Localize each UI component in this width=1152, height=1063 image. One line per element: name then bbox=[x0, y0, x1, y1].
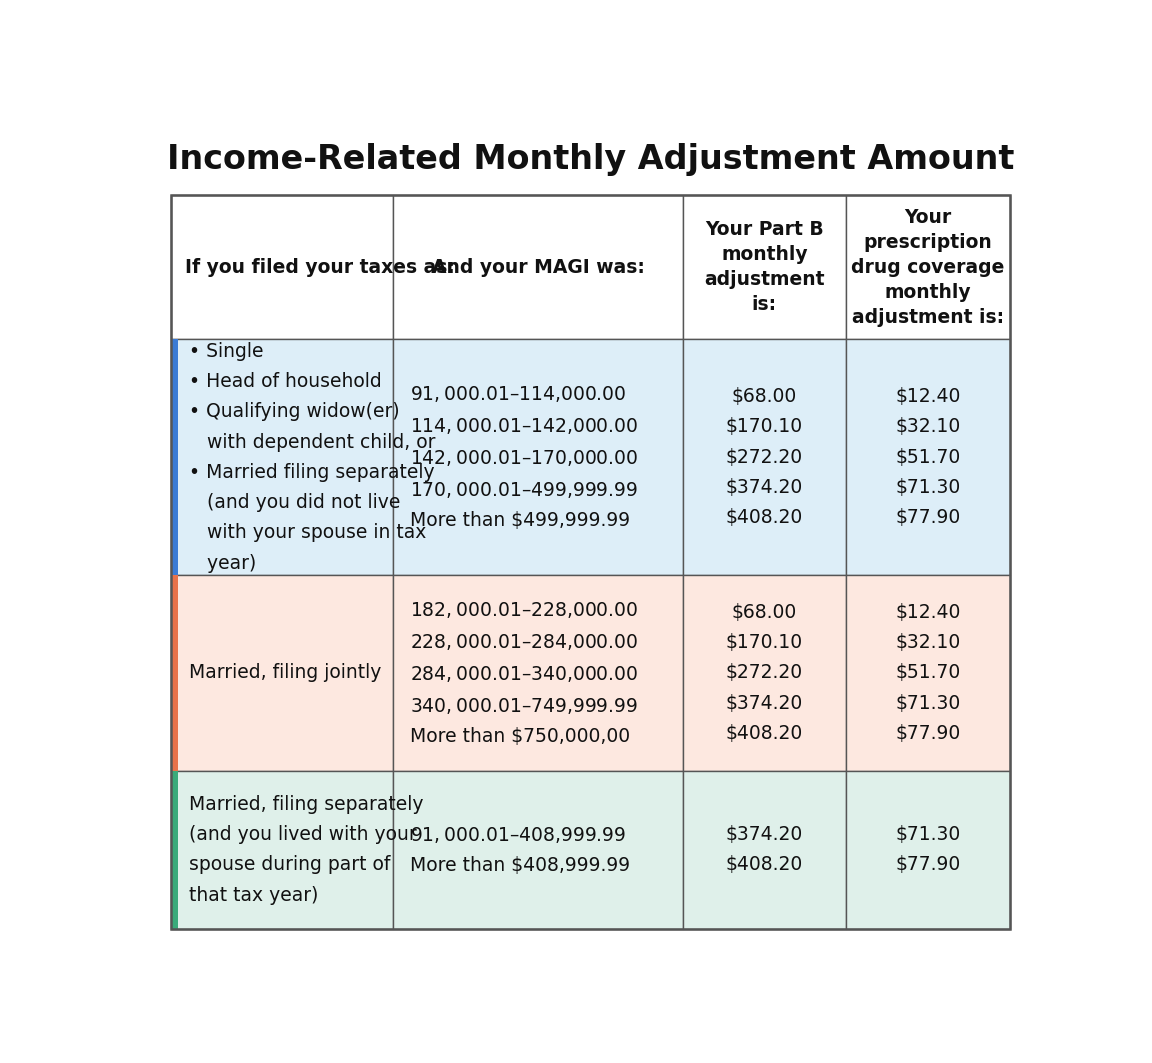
Bar bbox=[847, 196, 1009, 339]
Text: Married, filing jointly: Married, filing jointly bbox=[189, 663, 381, 682]
Bar bbox=[393, 575, 683, 771]
Bar bbox=[847, 771, 1009, 929]
Bar bbox=[847, 339, 1009, 575]
Text: $374.20
$408.20: $374.20 $408.20 bbox=[726, 825, 803, 875]
Bar bbox=[172, 771, 393, 929]
Text: Income-Related Monthly Adjustment Amount: Income-Related Monthly Adjustment Amount bbox=[167, 144, 1014, 176]
Bar bbox=[393, 339, 683, 575]
Bar bbox=[393, 771, 683, 929]
Text: $68.00
$170.10
$272.20
$374.20
$408.20: $68.00 $170.10 $272.20 $374.20 $408.20 bbox=[726, 387, 803, 527]
Bar bbox=[172, 339, 177, 575]
Bar bbox=[393, 196, 683, 339]
Text: If you filed your taxes as:: If you filed your taxes as: bbox=[185, 257, 455, 276]
Bar bbox=[683, 196, 847, 339]
Text: And your MAGI was:: And your MAGI was: bbox=[432, 257, 644, 276]
Text: Your
prescription
drug coverage
monthly
adjustment is:: Your prescription drug coverage monthly … bbox=[851, 207, 1005, 326]
Text: Your Part B
monthly
adjustment
is:: Your Part B monthly adjustment is: bbox=[704, 220, 825, 315]
Bar bbox=[683, 575, 847, 771]
Bar bbox=[172, 575, 177, 771]
Bar bbox=[683, 339, 847, 575]
Text: $91,000.01 – $408,999.99
More than $408,999.99: $91,000.01 – $408,999.99 More than $408,… bbox=[410, 825, 630, 875]
Text: • Single
• Head of household
• Qualifying widow(er)
   with dependent child, or
: • Single • Head of household • Qualifyin… bbox=[189, 342, 435, 573]
Text: $12.40
$32.10
$51.70
$71.30
$77.90: $12.40 $32.10 $51.70 $71.30 $77.90 bbox=[895, 387, 961, 527]
Text: $71.30
$77.90: $71.30 $77.90 bbox=[895, 825, 961, 875]
Text: Married, filing separately
(and you lived with your
spouse during part of
that t: Married, filing separately (and you live… bbox=[189, 795, 424, 905]
Bar bbox=[172, 196, 393, 339]
Bar bbox=[172, 196, 1009, 929]
Bar bbox=[172, 771, 177, 929]
Bar bbox=[847, 575, 1009, 771]
Text: $12.40
$32.10
$51.70
$71.30
$77.90: $12.40 $32.10 $51.70 $71.30 $77.90 bbox=[895, 603, 961, 743]
Bar bbox=[172, 575, 393, 771]
Text: $68.00
$170.10
$272.20
$374.20
$408.20: $68.00 $170.10 $272.20 $374.20 $408.20 bbox=[726, 603, 803, 743]
Bar bbox=[172, 339, 393, 575]
Text: $91,000.01 – $114,000.00
$114,000.01 – $142,000.00
$142,000.01 – $170,000.00
$17: $91,000.01 – $114,000.00 $114,000.01 – $… bbox=[410, 384, 639, 530]
Text: $182,000.01 – $228,000.00
$228,000.01 – $284,000.00
$284,000.01 – $340,000.00
$3: $182,000.01 – $228,000.00 $228,000.01 – … bbox=[410, 600, 639, 746]
Bar bbox=[683, 771, 847, 929]
